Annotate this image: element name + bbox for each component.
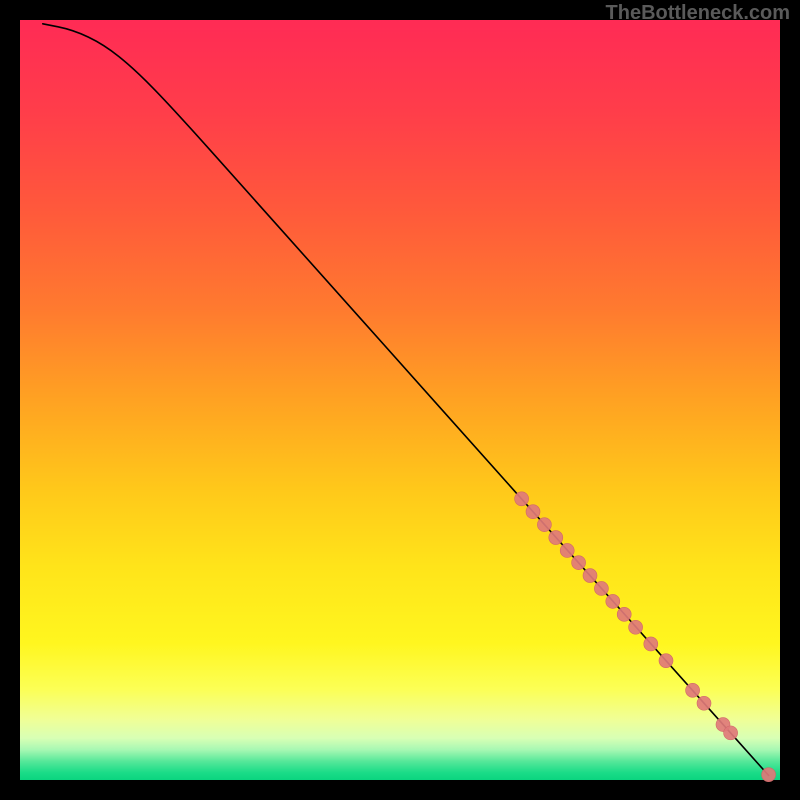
data-marker [697, 696, 711, 710]
data-marker [594, 581, 608, 595]
data-marker [537, 518, 551, 532]
data-marker [629, 620, 643, 634]
data-marker [583, 569, 597, 583]
data-marker [526, 505, 540, 519]
data-marker [724, 726, 738, 740]
data-marker [617, 607, 631, 621]
data-marker [560, 543, 574, 557]
data-marker [686, 683, 700, 697]
data-marker [549, 531, 563, 545]
data-marker [762, 768, 776, 782]
data-marker [606, 594, 620, 608]
data-marker [572, 556, 586, 570]
watermark-label: TheBottleneck.com [606, 2, 790, 25]
data-marker [515, 492, 529, 506]
data-marker [659, 654, 673, 668]
data-marker [644, 637, 658, 651]
